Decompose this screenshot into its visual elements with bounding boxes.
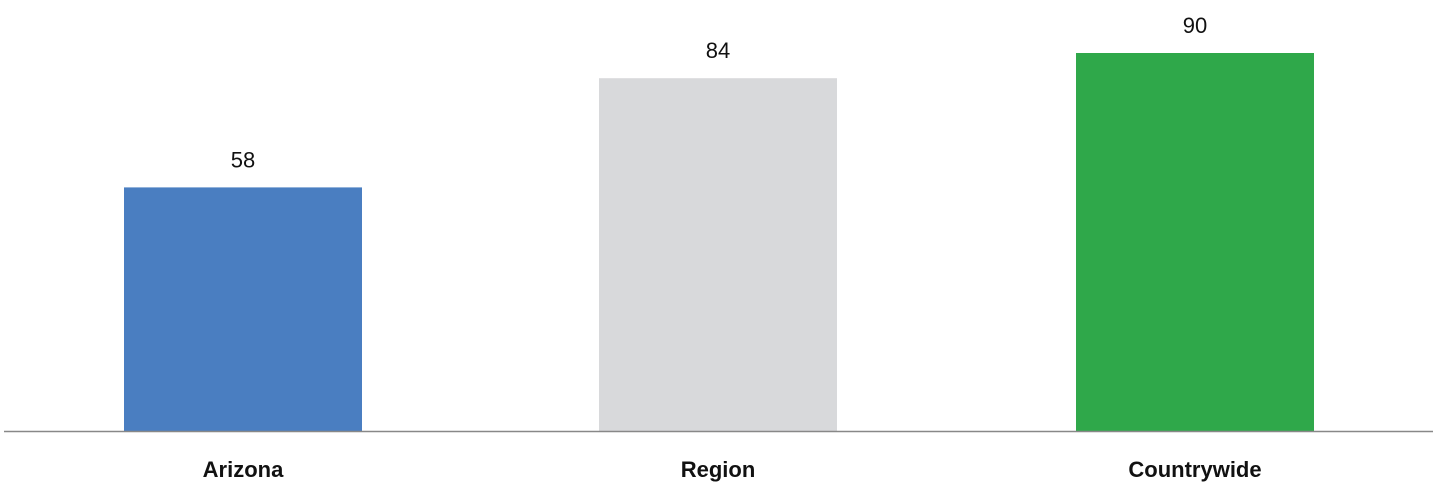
value-label-arizona: 58 <box>231 147 255 172</box>
category-label-region: Region <box>681 457 756 482</box>
value-label-countrywide: 90 <box>1183 13 1207 38</box>
category-label-countrywide: Countrywide <box>1128 457 1261 482</box>
bar-arizona <box>124 187 362 431</box>
value-labels-group: 58 84 90 <box>231 13 1207 172</box>
value-label-region: 84 <box>706 38 730 63</box>
bars-group <box>124 53 1314 431</box>
bar-countrywide <box>1076 53 1314 431</box>
category-labels-group: Arizona Region Countrywide <box>203 457 1262 482</box>
bar-region <box>599 78 837 431</box>
category-label-arizona: Arizona <box>203 457 284 482</box>
